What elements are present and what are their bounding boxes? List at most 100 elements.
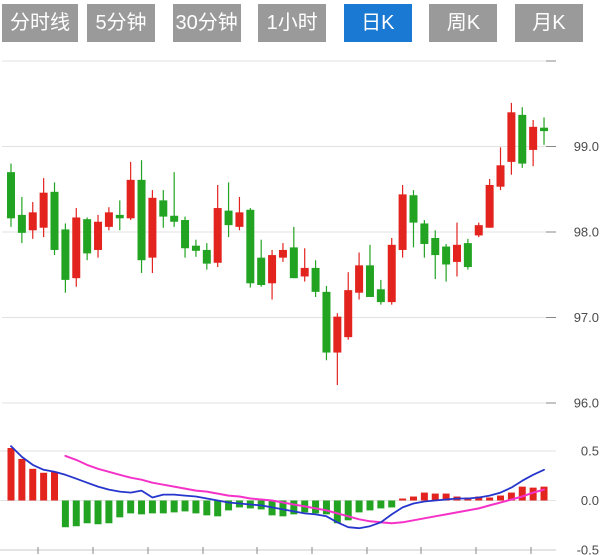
macd-histogram-bar	[116, 500, 124, 518]
macd-histogram-bar	[51, 471, 59, 501]
candle-body	[365, 265, 374, 297]
macd-histogram-bar	[507, 492, 515, 501]
macd-histogram-bar	[105, 500, 113, 524]
tab-5min[interactable]: 5分钟	[87, 4, 155, 42]
candle-body	[246, 209, 255, 284]
candle-body	[202, 249, 211, 264]
macd-histogram-bar	[475, 496, 483, 501]
candle-body	[474, 225, 483, 236]
candle-body	[28, 212, 37, 231]
macd-histogram-bar	[72, 500, 80, 527]
candle-body	[409, 195, 418, 223]
macd-histogram-bar	[40, 472, 48, 501]
candle-body	[442, 246, 451, 265]
tab-daily-k[interactable]: 日K	[343, 4, 412, 42]
candle-body	[159, 200, 168, 217]
dea-line	[64, 454, 545, 525]
candle-body	[7, 172, 15, 219]
candle-body	[420, 223, 429, 244]
candle-body	[322, 291, 331, 353]
candle-body	[50, 191, 59, 250]
tab-1hour[interactable]: 1小时	[258, 4, 327, 42]
macd-histogram-bar	[529, 487, 537, 501]
tab-monthly-k[interactable]: 月K	[514, 4, 583, 42]
macd-histogram-bar	[127, 500, 135, 514]
macd-histogram-bar	[540, 486, 548, 501]
price-axis-label: 97.0	[574, 310, 599, 325]
candle-body	[507, 112, 516, 162]
tab-30min[interactable]: 30分钟	[172, 4, 241, 42]
candle-body	[431, 237, 440, 256]
macd-histogram-bar	[61, 500, 69, 528]
candle-body	[83, 219, 92, 254]
macd-histogram-bar	[399, 498, 407, 501]
macd-histogram-bar	[138, 500, 146, 515]
candle-body	[235, 212, 244, 227]
candle-body	[72, 217, 81, 279]
candle-body	[311, 267, 320, 292]
candle-body	[463, 243, 472, 268]
tab-timeline[interactable]: 分时线	[2, 4, 78, 42]
candle-body	[181, 220, 190, 249]
macd-histogram-bar	[7, 448, 15, 501]
macd-axis-label: 0.5	[581, 444, 599, 459]
candle-body	[376, 289, 385, 303]
price-axis-label: 98.0	[574, 225, 599, 240]
candle-body	[170, 215, 179, 222]
candle-body	[398, 194, 407, 250]
macd-histogram-bar	[366, 500, 374, 511]
candle-body	[17, 214, 26, 233]
candle-body	[268, 255, 277, 284]
macd-histogram-bar	[355, 500, 363, 513]
candle-body	[104, 212, 113, 227]
candle-body	[387, 244, 396, 303]
macd-histogram-bar	[344, 500, 352, 521]
candle-body	[355, 265, 364, 293]
macd-histogram-bar	[83, 500, 91, 524]
macd-histogram-bar	[420, 492, 428, 501]
macd-histogram-bar	[181, 500, 189, 512]
candle-body	[344, 290, 353, 338]
candle-body	[540, 127, 549, 132]
macd-histogram-bar	[18, 458, 26, 501]
macd-histogram-bar	[409, 496, 417, 501]
candle-body	[300, 267, 309, 277]
candle-body	[213, 208, 222, 263]
price-axis-label: 99.0	[574, 139, 599, 154]
macd-histogram-bar	[94, 500, 102, 525]
candle-body	[94, 221, 103, 250]
candle-body	[496, 165, 505, 187]
macd-histogram-bar	[431, 493, 439, 501]
candle-body	[126, 179, 135, 219]
macd-histogram-bar	[290, 500, 298, 515]
candle-body	[61, 229, 70, 280]
candle-body	[289, 247, 298, 279]
macd-histogram-bar	[159, 500, 167, 514]
macd-histogram-bar	[148, 500, 156, 514]
macd-axis-label: 0.0	[581, 493, 599, 508]
candle-body	[115, 214, 124, 219]
candle-body	[39, 192, 48, 228]
candle-body	[148, 197, 157, 258]
candle-body	[529, 126, 538, 150]
candle-body	[278, 249, 287, 258]
tab-weekly-k[interactable]: 周K	[429, 4, 498, 42]
price-axis-label: 96.0	[574, 396, 599, 411]
candle-body	[485, 184, 494, 228]
interval-tabbar: 分时线 5分钟 30分钟 1小时 日K 周K 月K	[2, 4, 583, 42]
dif-line	[10, 445, 545, 530]
candle-body	[224, 210, 233, 226]
macd-histogram-bar	[518, 486, 526, 501]
macd-histogram-bar	[388, 500, 396, 508]
macd-histogram-bar	[497, 495, 505, 501]
candle-body	[452, 244, 461, 262]
candle-body	[137, 179, 146, 261]
macd-axis-label: -0.5	[577, 543, 599, 555]
macd-histogram-bar	[214, 500, 222, 517]
macd-histogram-bar	[192, 500, 200, 514]
macd-histogram-bar	[279, 500, 287, 517]
macd-histogram-bar	[312, 500, 320, 514]
macd-histogram-bar	[225, 500, 233, 511]
